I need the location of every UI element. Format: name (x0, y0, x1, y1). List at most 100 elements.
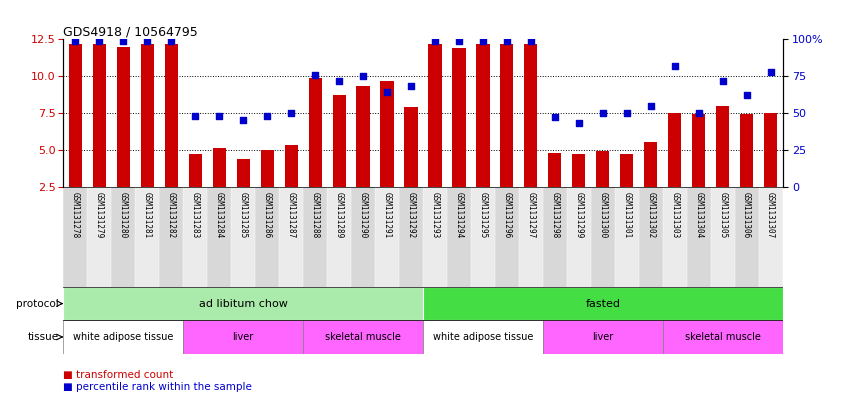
Point (404, 83, 418, 90)
Bar (596, 151, 609, 224)
Point (620, 110, 634, 116)
Point (452, 38, 465, 44)
Bar (140, 44, 154, 224)
Bar (716, 106, 729, 224)
Bar (303, 187, 327, 287)
Bar (548, 153, 562, 224)
Point (189, 113, 202, 119)
Point (692, 110, 706, 116)
Bar (284, 145, 298, 224)
Bar (375, 187, 399, 287)
Bar (184, 320, 303, 354)
Bar (63, 320, 184, 354)
Bar (63, 287, 423, 320)
Text: GSM1131287: GSM1131287 (287, 192, 295, 238)
Bar (525, 44, 537, 224)
Text: GSM1131305: GSM1131305 (718, 192, 727, 238)
Text: ad libitum chow: ad libitum chow (199, 299, 288, 309)
Bar (261, 150, 274, 224)
Text: GSM1131298: GSM1131298 (551, 192, 559, 238)
Bar (165, 44, 178, 224)
Bar (309, 77, 321, 224)
Point (716, 77, 729, 84)
Point (212, 113, 226, 119)
Bar (620, 154, 634, 224)
Text: GSM1131296: GSM1131296 (503, 192, 511, 238)
Bar (399, 187, 423, 287)
Bar (453, 48, 465, 224)
Bar (572, 154, 585, 224)
Text: GSM1131304: GSM1131304 (695, 192, 703, 238)
Bar (423, 320, 543, 354)
Text: GSM1131289: GSM1131289 (335, 192, 343, 238)
Bar (303, 320, 423, 354)
Text: GSM1131307: GSM1131307 (766, 192, 775, 238)
Point (92, 38, 106, 44)
Bar (404, 107, 418, 224)
Text: GSM1131302: GSM1131302 (646, 192, 655, 238)
Bar (237, 159, 250, 224)
Bar (759, 187, 783, 287)
Bar (662, 320, 783, 354)
Point (356, 73, 370, 79)
Text: GSM1131283: GSM1131283 (191, 192, 200, 238)
Point (596, 110, 609, 116)
Bar (543, 187, 567, 287)
Point (284, 110, 298, 116)
Text: GSM1131293: GSM1131293 (431, 192, 439, 238)
Point (644, 103, 657, 109)
Text: GSM1131291: GSM1131291 (382, 192, 392, 238)
Text: protocol: protocol (16, 299, 59, 309)
Bar (495, 187, 519, 287)
Bar (423, 187, 447, 287)
Point (739, 92, 753, 98)
Text: GSM1131285: GSM1131285 (239, 192, 248, 238)
Text: GSM1131295: GSM1131295 (479, 192, 487, 238)
Bar (381, 81, 393, 224)
Text: GSM1131279: GSM1131279 (95, 192, 104, 238)
Bar (69, 44, 82, 224)
Bar (93, 44, 106, 224)
Text: GSM1131300: GSM1131300 (598, 192, 607, 238)
Bar (543, 320, 662, 354)
Point (140, 38, 154, 44)
Text: GSM1131281: GSM1131281 (143, 192, 151, 238)
Bar (332, 95, 346, 224)
Point (380, 89, 393, 95)
Bar (662, 187, 687, 287)
Text: ■ transformed count: ■ transformed count (63, 370, 173, 380)
Point (548, 114, 562, 121)
Bar (428, 44, 442, 224)
Text: GSM1131284: GSM1131284 (215, 192, 223, 238)
Text: GSM1131297: GSM1131297 (526, 192, 536, 238)
Text: ■ percentile rank within the sample: ■ percentile rank within the sample (63, 382, 252, 392)
Point (117, 38, 130, 44)
Text: skeletal muscle: skeletal muscle (684, 332, 761, 342)
Bar (764, 113, 777, 224)
Point (524, 38, 537, 44)
Bar (615, 187, 639, 287)
Text: GSM1131303: GSM1131303 (670, 192, 679, 238)
Bar (476, 44, 490, 224)
Text: GSM1131278: GSM1131278 (71, 192, 80, 238)
Bar (327, 187, 351, 287)
Bar (356, 86, 370, 224)
Point (667, 62, 681, 69)
Text: GSM1131301: GSM1131301 (623, 192, 631, 238)
Point (476, 38, 490, 44)
Bar (423, 287, 783, 320)
Bar (351, 187, 375, 287)
Text: GSM1131299: GSM1131299 (574, 192, 583, 238)
Point (428, 38, 442, 44)
Bar (63, 187, 87, 287)
Bar (639, 187, 662, 287)
Bar (687, 187, 711, 287)
Bar (87, 187, 112, 287)
Text: GSM1131282: GSM1131282 (167, 192, 176, 238)
Bar (567, 187, 591, 287)
Bar (692, 114, 706, 224)
Bar (740, 114, 753, 224)
Bar (734, 187, 759, 287)
Bar (279, 187, 303, 287)
Bar (112, 187, 135, 287)
